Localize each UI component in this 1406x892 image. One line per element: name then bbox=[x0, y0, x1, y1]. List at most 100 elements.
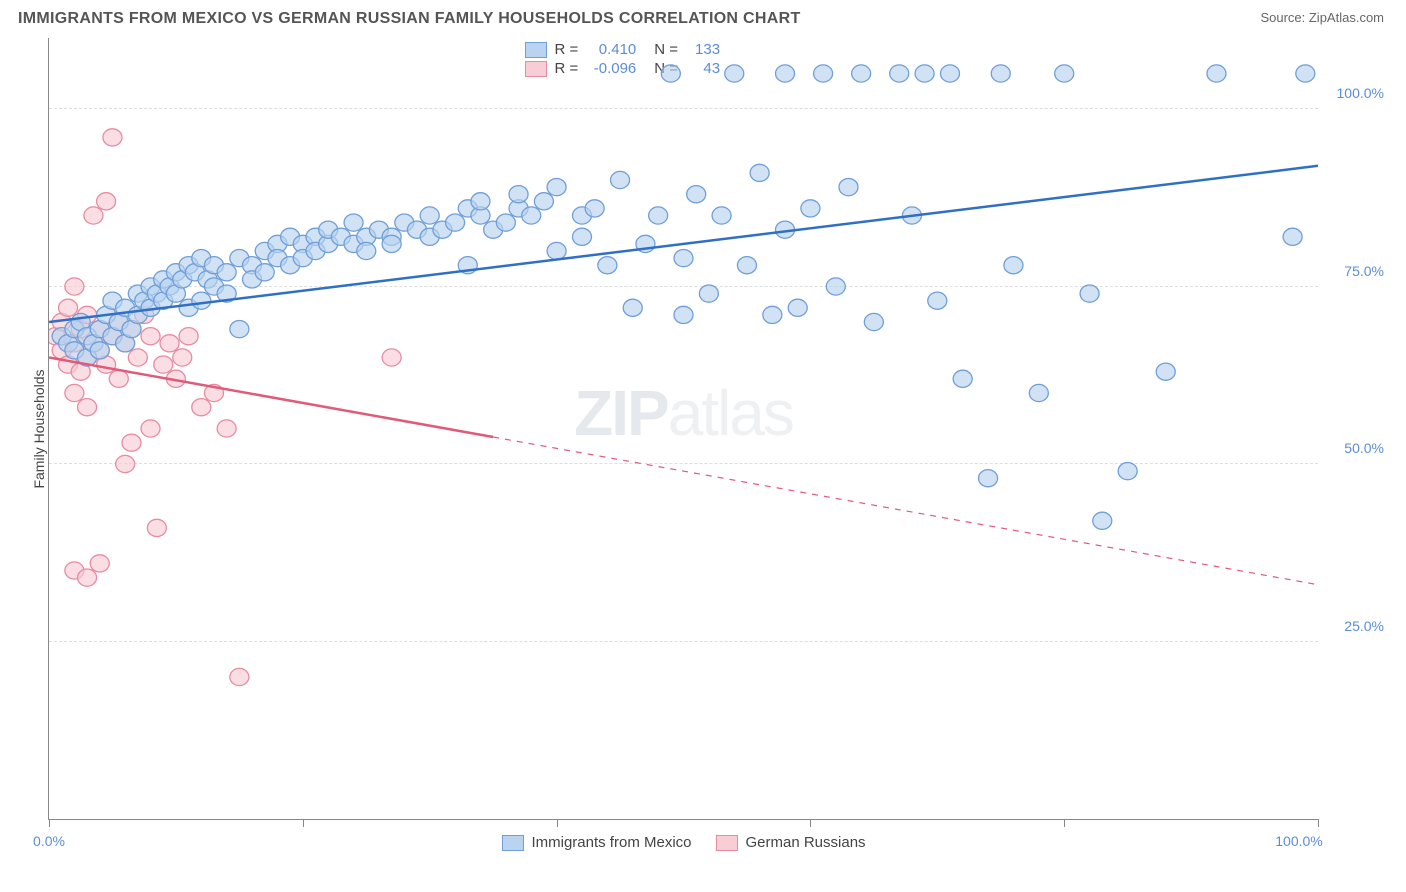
data-point bbox=[471, 193, 490, 210]
legend-item: German Russians bbox=[715, 834, 865, 851]
data-point bbox=[154, 356, 173, 373]
legend-label: Immigrants from Mexico bbox=[531, 834, 691, 851]
data-point bbox=[420, 207, 439, 224]
xtick bbox=[557, 819, 558, 827]
trend-line bbox=[49, 358, 493, 438]
data-point bbox=[674, 250, 693, 267]
data-point bbox=[509, 186, 528, 203]
data-point bbox=[852, 65, 871, 82]
data-point bbox=[1296, 65, 1315, 82]
data-point bbox=[382, 349, 401, 366]
xtick-label: 100.0% bbox=[1275, 833, 1322, 849]
data-point bbox=[78, 399, 97, 416]
data-point bbox=[65, 278, 84, 295]
data-point bbox=[217, 420, 236, 437]
data-point bbox=[991, 65, 1010, 82]
legend-item: Immigrants from Mexico bbox=[501, 834, 691, 851]
ytick-label: 100.0% bbox=[1322, 85, 1384, 101]
data-point bbox=[776, 65, 795, 82]
bottom-legend: Immigrants from Mexico German Russians bbox=[501, 834, 865, 851]
xtick bbox=[49, 819, 50, 827]
data-point bbox=[78, 569, 97, 586]
data-point bbox=[141, 420, 160, 437]
data-point bbox=[839, 179, 858, 196]
data-point bbox=[661, 65, 680, 82]
data-point bbox=[59, 299, 78, 316]
data-point bbox=[649, 207, 668, 224]
data-point bbox=[1156, 363, 1175, 380]
data-point bbox=[179, 328, 198, 345]
data-point bbox=[1093, 512, 1112, 529]
data-point bbox=[725, 65, 744, 82]
data-point bbox=[928, 292, 947, 309]
data-point bbox=[65, 384, 84, 401]
data-point bbox=[160, 335, 179, 352]
data-point bbox=[1118, 463, 1137, 480]
data-point bbox=[357, 242, 376, 259]
trend-line bbox=[49, 166, 1318, 322]
xtick bbox=[810, 819, 811, 827]
data-point bbox=[230, 321, 249, 338]
data-point bbox=[598, 257, 617, 274]
data-point bbox=[192, 292, 211, 309]
data-point bbox=[585, 200, 604, 217]
data-point bbox=[255, 264, 274, 281]
data-point bbox=[344, 214, 363, 231]
data-point bbox=[953, 370, 972, 387]
data-point bbox=[674, 306, 693, 323]
data-point bbox=[611, 171, 630, 188]
data-point bbox=[890, 65, 909, 82]
data-point bbox=[141, 328, 160, 345]
data-point bbox=[97, 193, 116, 210]
data-point bbox=[814, 65, 833, 82]
data-point bbox=[173, 349, 192, 366]
data-point bbox=[534, 193, 553, 210]
data-point bbox=[750, 164, 769, 181]
data-point bbox=[547, 179, 566, 196]
data-point bbox=[1207, 65, 1226, 82]
xtick bbox=[1318, 819, 1319, 827]
data-point bbox=[737, 257, 756, 274]
xtick bbox=[303, 819, 304, 827]
data-point bbox=[192, 399, 211, 416]
legend-swatch bbox=[501, 835, 523, 851]
data-point bbox=[1004, 257, 1023, 274]
data-point bbox=[572, 228, 591, 245]
data-point bbox=[801, 200, 820, 217]
data-point bbox=[1080, 285, 1099, 302]
y-axis-label: Family Households bbox=[31, 369, 47, 488]
data-point bbox=[116, 455, 135, 472]
source-label: Source: ZipAtlas.com bbox=[1260, 10, 1384, 25]
data-point bbox=[1029, 384, 1048, 401]
data-point bbox=[84, 207, 103, 224]
data-point bbox=[915, 65, 934, 82]
data-point bbox=[623, 299, 642, 316]
data-point bbox=[979, 470, 998, 487]
data-point bbox=[1283, 228, 1302, 245]
chart-container: Family Households ZIPatlas R =0.410N =13… bbox=[18, 38, 1388, 860]
data-point bbox=[382, 235, 401, 252]
data-point bbox=[446, 214, 465, 231]
plot-area: Family Households ZIPatlas R =0.410N =13… bbox=[48, 38, 1318, 820]
ytick-label: 50.0% bbox=[1322, 440, 1384, 456]
legend-swatch bbox=[715, 835, 737, 851]
legend-label: German Russians bbox=[745, 834, 865, 851]
data-point bbox=[699, 285, 718, 302]
data-point bbox=[712, 207, 731, 224]
data-point bbox=[547, 242, 566, 259]
data-point bbox=[522, 207, 541, 224]
data-point bbox=[687, 186, 706, 203]
plot-svg bbox=[49, 38, 1318, 819]
data-point bbox=[496, 214, 515, 231]
data-point bbox=[147, 519, 166, 536]
data-point bbox=[788, 299, 807, 316]
xtick bbox=[1064, 819, 1065, 827]
data-point bbox=[940, 65, 959, 82]
chart-title: IMMIGRANTS FROM MEXICO VS GERMAN RUSSIAN… bbox=[18, 10, 801, 28]
data-point bbox=[103, 129, 122, 146]
data-point bbox=[90, 342, 109, 359]
data-point bbox=[1055, 65, 1074, 82]
data-point bbox=[230, 668, 249, 685]
data-point bbox=[128, 349, 147, 366]
data-point bbox=[122, 434, 141, 451]
